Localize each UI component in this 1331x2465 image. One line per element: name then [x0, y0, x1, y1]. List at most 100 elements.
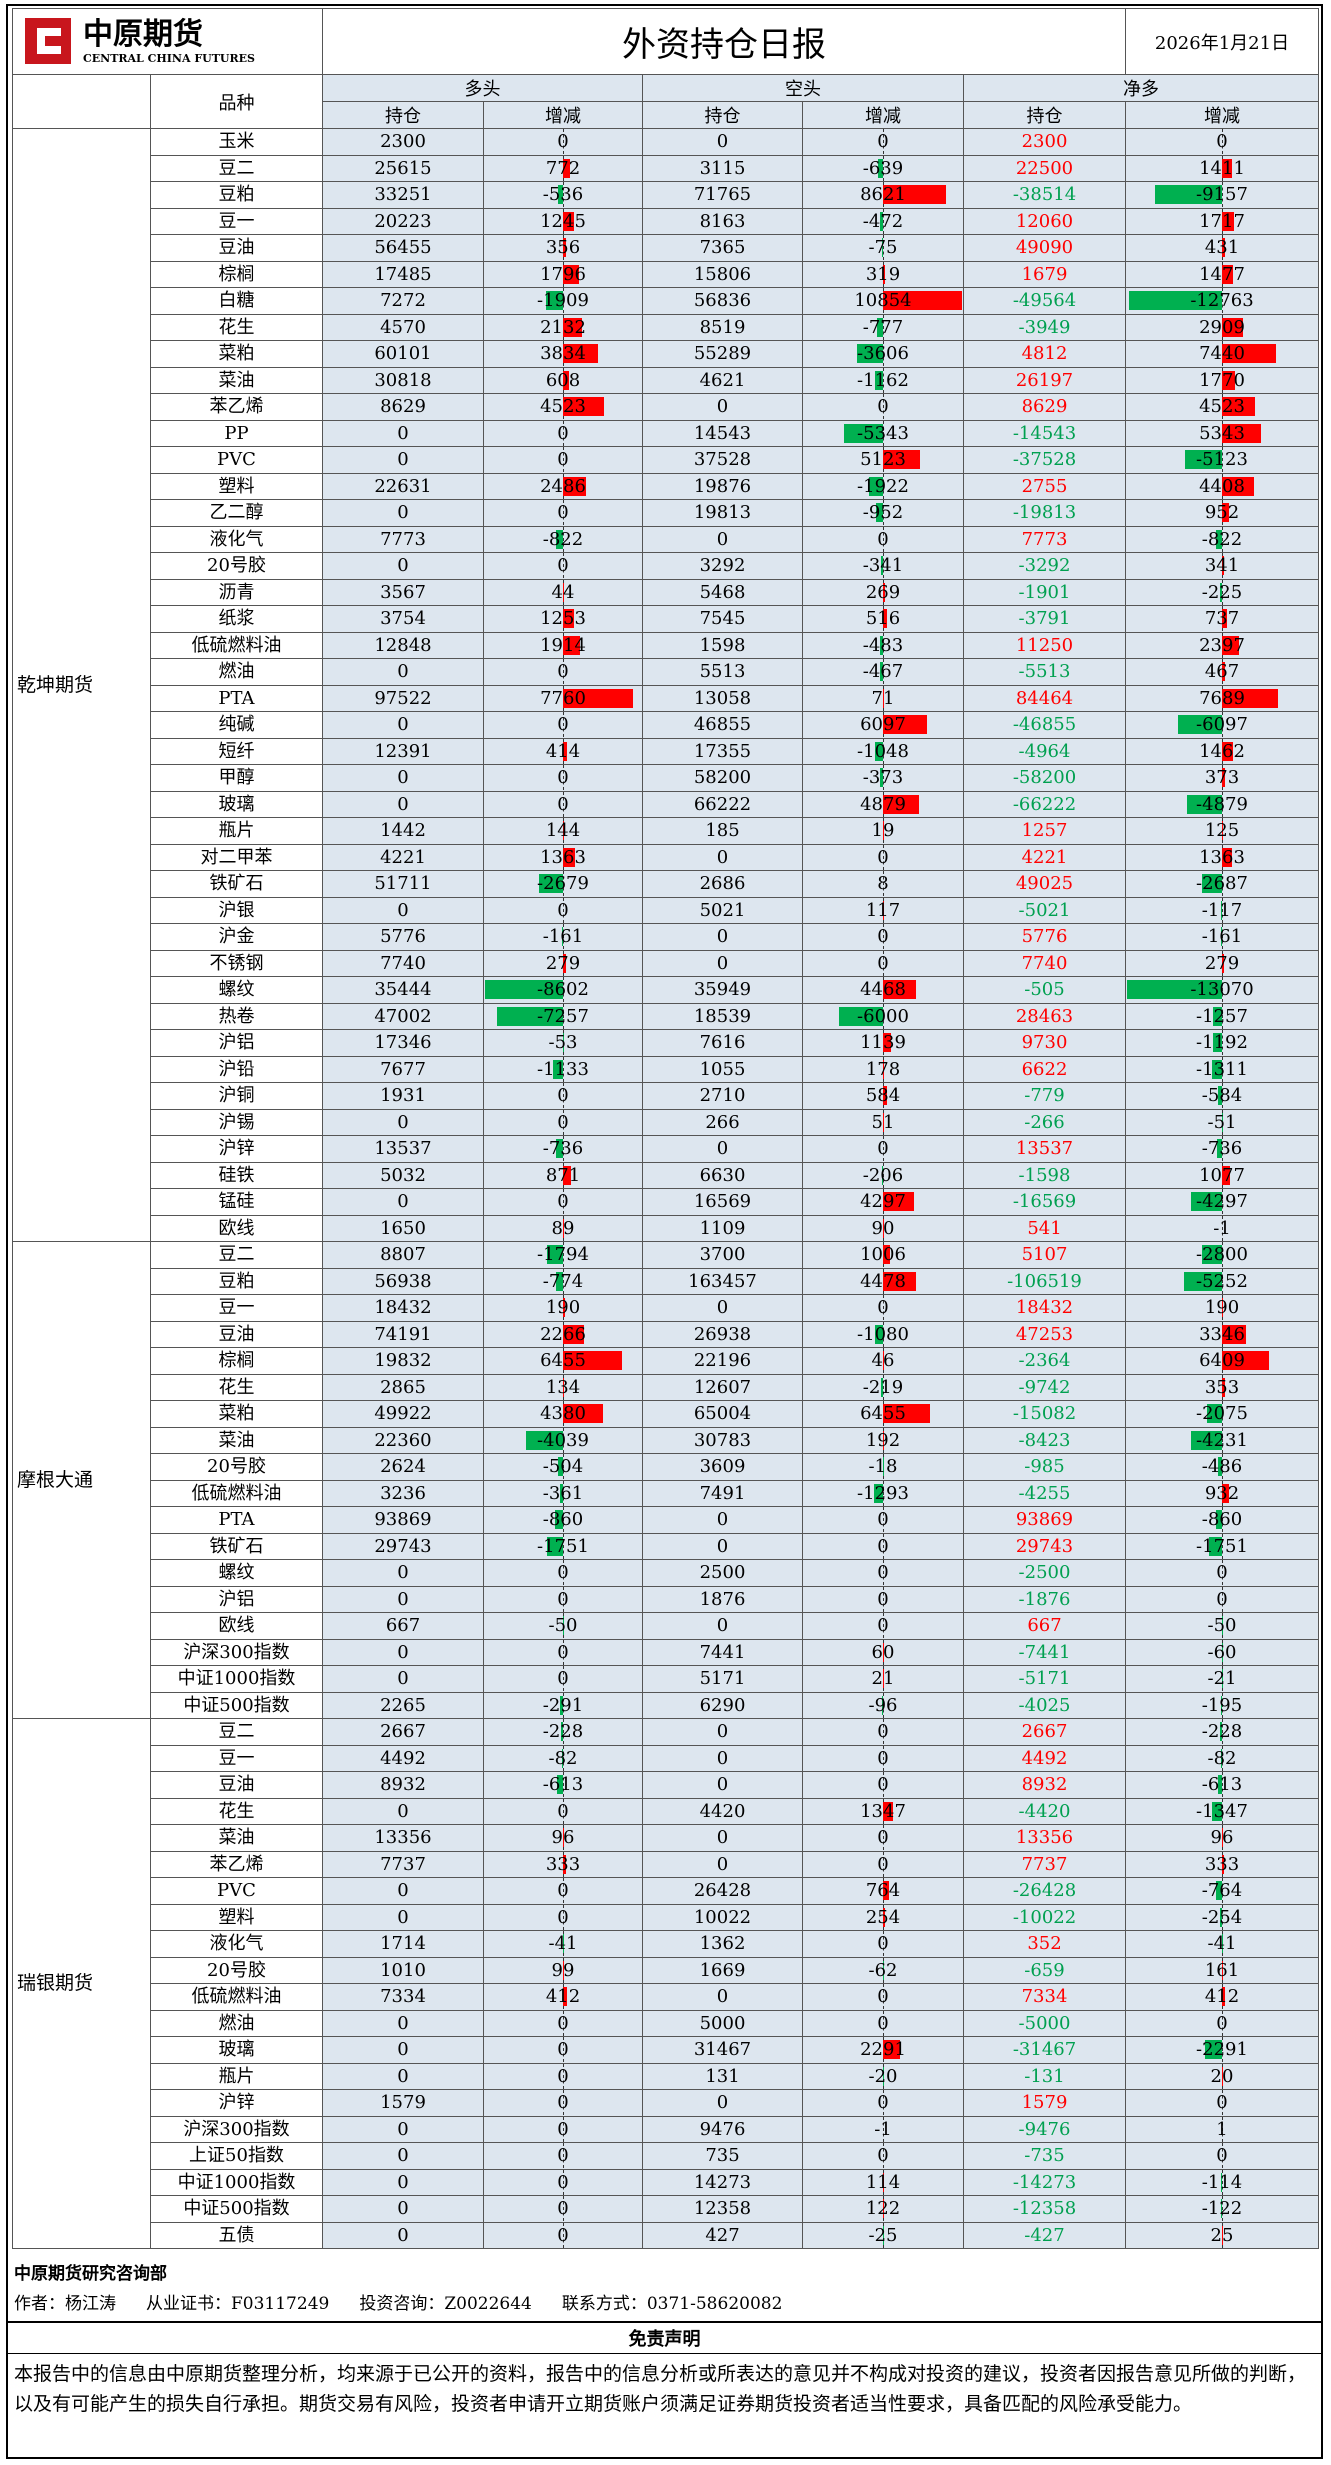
change-bar — [1221, 2199, 1222, 2219]
change-wrap: -254 — [1127, 1904, 1318, 1930]
change-cell: 25 — [1125, 2221, 1319, 2249]
change-cell: 144 — [483, 817, 643, 845]
change-wrap: -96 — [804, 1692, 963, 1718]
change-wrap: 4380 — [485, 1401, 642, 1427]
change-value: 0 — [557, 2118, 569, 2140]
change-wrap: 3834 — [485, 341, 642, 367]
position-value: 0 — [322, 2221, 484, 2249]
position-value: 0 — [322, 1877, 484, 1905]
data-row: 瓶片 0 0 131 -20 -131 20 — [13, 2062, 1319, 2090]
change-value: 1139 — [860, 1032, 906, 1054]
change-cell: -13070 — [1125, 976, 1319, 1004]
variety: 乙二醇 — [150, 499, 323, 527]
center-line — [883, 844, 884, 870]
data-row: 玻璃 0 0 66222 4879 -66222 -4879 — [13, 790, 1319, 818]
change-bar — [563, 953, 566, 973]
data-row: 欧线 667 -50 0 0 667 -50 — [13, 1612, 1319, 1640]
variety: 塑料 — [150, 472, 323, 500]
position-value: 1010 — [322, 1956, 484, 1984]
change-bar — [1222, 768, 1225, 788]
data-row: 硅铁 5032 871 6630 -206 -1598 1077 — [13, 1161, 1319, 1189]
position-value: 0 — [642, 1850, 803, 1878]
change-wrap: 0 — [804, 1613, 963, 1639]
change-bar — [1222, 1987, 1225, 2007]
variety: 白糖 — [150, 287, 323, 315]
change-bar — [555, 1510, 563, 1530]
position-value: 56836 — [642, 287, 803, 315]
change-value: 6455 — [860, 1403, 906, 1425]
variety: 液化气 — [150, 1930, 323, 1958]
change-cell: -228 — [1125, 1718, 1319, 1746]
center-line — [883, 1931, 884, 1957]
change-value: -114 — [1201, 2171, 1243, 2193]
position-value: 735 — [642, 2142, 803, 2170]
change-cell: -373 — [802, 764, 964, 792]
change-cell: 0 — [802, 525, 964, 553]
center-line — [1222, 182, 1223, 208]
change-cell: -1133 — [483, 1055, 643, 1083]
data-row: 菜油 30818 608 4621 -1162 26197 1770 — [13, 366, 1319, 394]
data-row: 甲醇 0 0 58200 -373 -58200 373 — [13, 764, 1319, 792]
position-value: 4812 — [963, 340, 1126, 368]
position-value: 0 — [642, 525, 803, 553]
change-wrap: 71 — [804, 685, 963, 711]
variety: 低硫燃料油 — [150, 1479, 323, 1507]
change-value: 0 — [877, 1774, 889, 1796]
center-line — [883, 1666, 884, 1692]
data-row: 花生 4570 2132 8519 -777 -3949 2909 — [13, 313, 1319, 341]
center-line — [563, 1189, 564, 1215]
variety: 螺纹 — [150, 976, 323, 1004]
change-wrap: 333 — [485, 1851, 642, 1877]
change-wrap: -860 — [1127, 1507, 1318, 1533]
position-value: 1109 — [642, 1214, 803, 1242]
position-value: 97522 — [322, 684, 484, 712]
variety: 液化气 — [150, 525, 323, 553]
change-cell: 737 — [1125, 605, 1319, 633]
position-value: 2265 — [322, 1691, 484, 1719]
center-line — [883, 1454, 884, 1480]
change-wrap: 932 — [1127, 1480, 1318, 1506]
change-bar — [1220, 1695, 1222, 1715]
change-value: -82 — [1207, 1747, 1237, 1769]
center-line — [883, 1560, 884, 1586]
change-value: 269 — [865, 581, 901, 603]
position-value: 1714 — [322, 1930, 484, 1958]
change-wrap: 414 — [485, 738, 642, 764]
center-line — [563, 2090, 564, 2116]
change-bar — [839, 1006, 883, 1026]
change-value: 8 — [877, 873, 889, 895]
change-wrap: 412 — [1127, 1984, 1318, 2010]
change-wrap: -1922 — [804, 473, 963, 499]
change-bar — [545, 291, 563, 311]
change-wrap: 269 — [804, 579, 963, 605]
change-cell: 0 — [483, 1903, 643, 1931]
data-row: PVC 0 0 26428 764 -26428 -764 — [13, 1877, 1319, 1905]
change-cell: 0 — [1125, 1559, 1319, 1587]
change-wrap: 0 — [485, 712, 642, 738]
center-line — [563, 579, 564, 605]
change-wrap: 0 — [804, 844, 963, 870]
col-position: 持仓 — [642, 101, 803, 129]
change-bar — [563, 238, 567, 258]
change-bar — [873, 1483, 883, 1503]
change-bar — [538, 874, 563, 894]
change-cell: 467 — [1125, 658, 1319, 686]
change-wrap: 7760 — [485, 685, 642, 711]
change-cell: 0 — [802, 1850, 964, 1878]
change-cell: -584 — [1125, 1082, 1319, 1110]
change-wrap: -774 — [485, 1268, 642, 1294]
data-row: 中证1000指数 0 0 14273 114 -14273 -114 — [13, 2168, 1319, 2196]
change-wrap: 10854 — [804, 288, 963, 314]
variety: 甲醇 — [150, 764, 323, 792]
change-value: 0 — [1216, 131, 1228, 153]
data-row: 20号胶 0 0 3292 -341 -3292 341 — [13, 552, 1319, 580]
center-line — [1222, 897, 1223, 923]
change-cell: -6000 — [802, 1002, 964, 1030]
position-value: 0 — [322, 552, 484, 580]
change-wrap: 0 — [804, 1136, 963, 1162]
change-value: 516 — [865, 608, 901, 630]
change-cell: 0 — [802, 2142, 964, 2170]
center-line — [563, 1560, 564, 1586]
change-value: 254 — [865, 1906, 901, 1928]
change-value: 1363 — [1199, 846, 1245, 868]
